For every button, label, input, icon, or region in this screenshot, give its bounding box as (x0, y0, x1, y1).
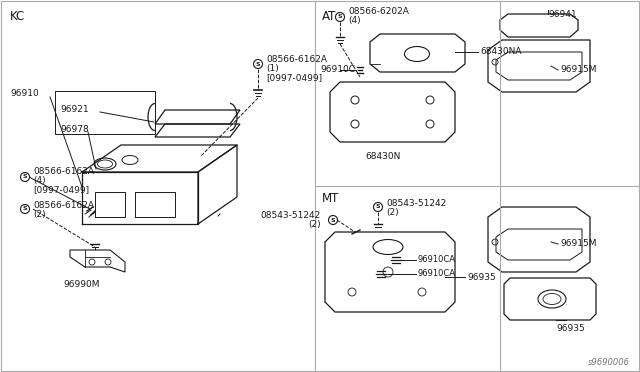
Circle shape (335, 13, 344, 22)
Text: 08566-6162A: 08566-6162A (33, 201, 94, 209)
Circle shape (20, 205, 29, 214)
Text: (4): (4) (33, 176, 45, 186)
Text: 96910C: 96910C (320, 65, 355, 74)
Text: (2): (2) (33, 209, 45, 218)
Text: S: S (22, 174, 28, 180)
Text: 08566-6162A: 08566-6162A (266, 55, 327, 64)
Text: 96915M: 96915M (560, 240, 596, 248)
Text: (2): (2) (308, 221, 321, 230)
Text: 96910: 96910 (10, 90, 39, 99)
Text: 08543-51242: 08543-51242 (386, 199, 446, 208)
Text: 08566-6162A: 08566-6162A (33, 167, 94, 176)
Text: 96915M: 96915M (560, 65, 596, 74)
Text: S: S (331, 218, 335, 222)
Text: 96935: 96935 (556, 324, 585, 333)
Text: MT: MT (322, 192, 339, 205)
Circle shape (328, 215, 337, 224)
Text: [0997-0499]: [0997-0499] (33, 186, 89, 195)
Text: S: S (338, 15, 342, 19)
Text: S: S (256, 61, 260, 67)
Bar (55, 91, 155, 134)
Text: S: S (376, 205, 380, 209)
Text: 96978: 96978 (60, 125, 89, 135)
Circle shape (20, 173, 29, 182)
Text: (1): (1) (266, 64, 279, 74)
Text: 96910CA: 96910CA (418, 256, 456, 264)
Text: KC: KC (10, 10, 25, 23)
Text: 96921: 96921 (60, 106, 88, 115)
Text: 68430NA: 68430NA (480, 48, 522, 57)
Text: 96941: 96941 (548, 10, 577, 19)
Text: 96990M: 96990M (64, 280, 100, 289)
Text: 08543-51242: 08543-51242 (260, 212, 321, 221)
Text: (2): (2) (386, 208, 399, 217)
Text: 96935: 96935 (467, 273, 496, 282)
Circle shape (253, 60, 262, 68)
Text: S: S (22, 206, 28, 212)
Text: 96910CA: 96910CA (418, 269, 456, 279)
Text: [0997-0499]: [0997-0499] (266, 74, 322, 83)
Text: s9690006: s9690006 (588, 358, 630, 367)
Circle shape (374, 202, 383, 212)
Text: 08566-6202A: 08566-6202A (348, 7, 409, 16)
Text: (4): (4) (348, 16, 360, 26)
Text: 68430N: 68430N (365, 152, 401, 161)
Text: AT: AT (322, 10, 337, 23)
